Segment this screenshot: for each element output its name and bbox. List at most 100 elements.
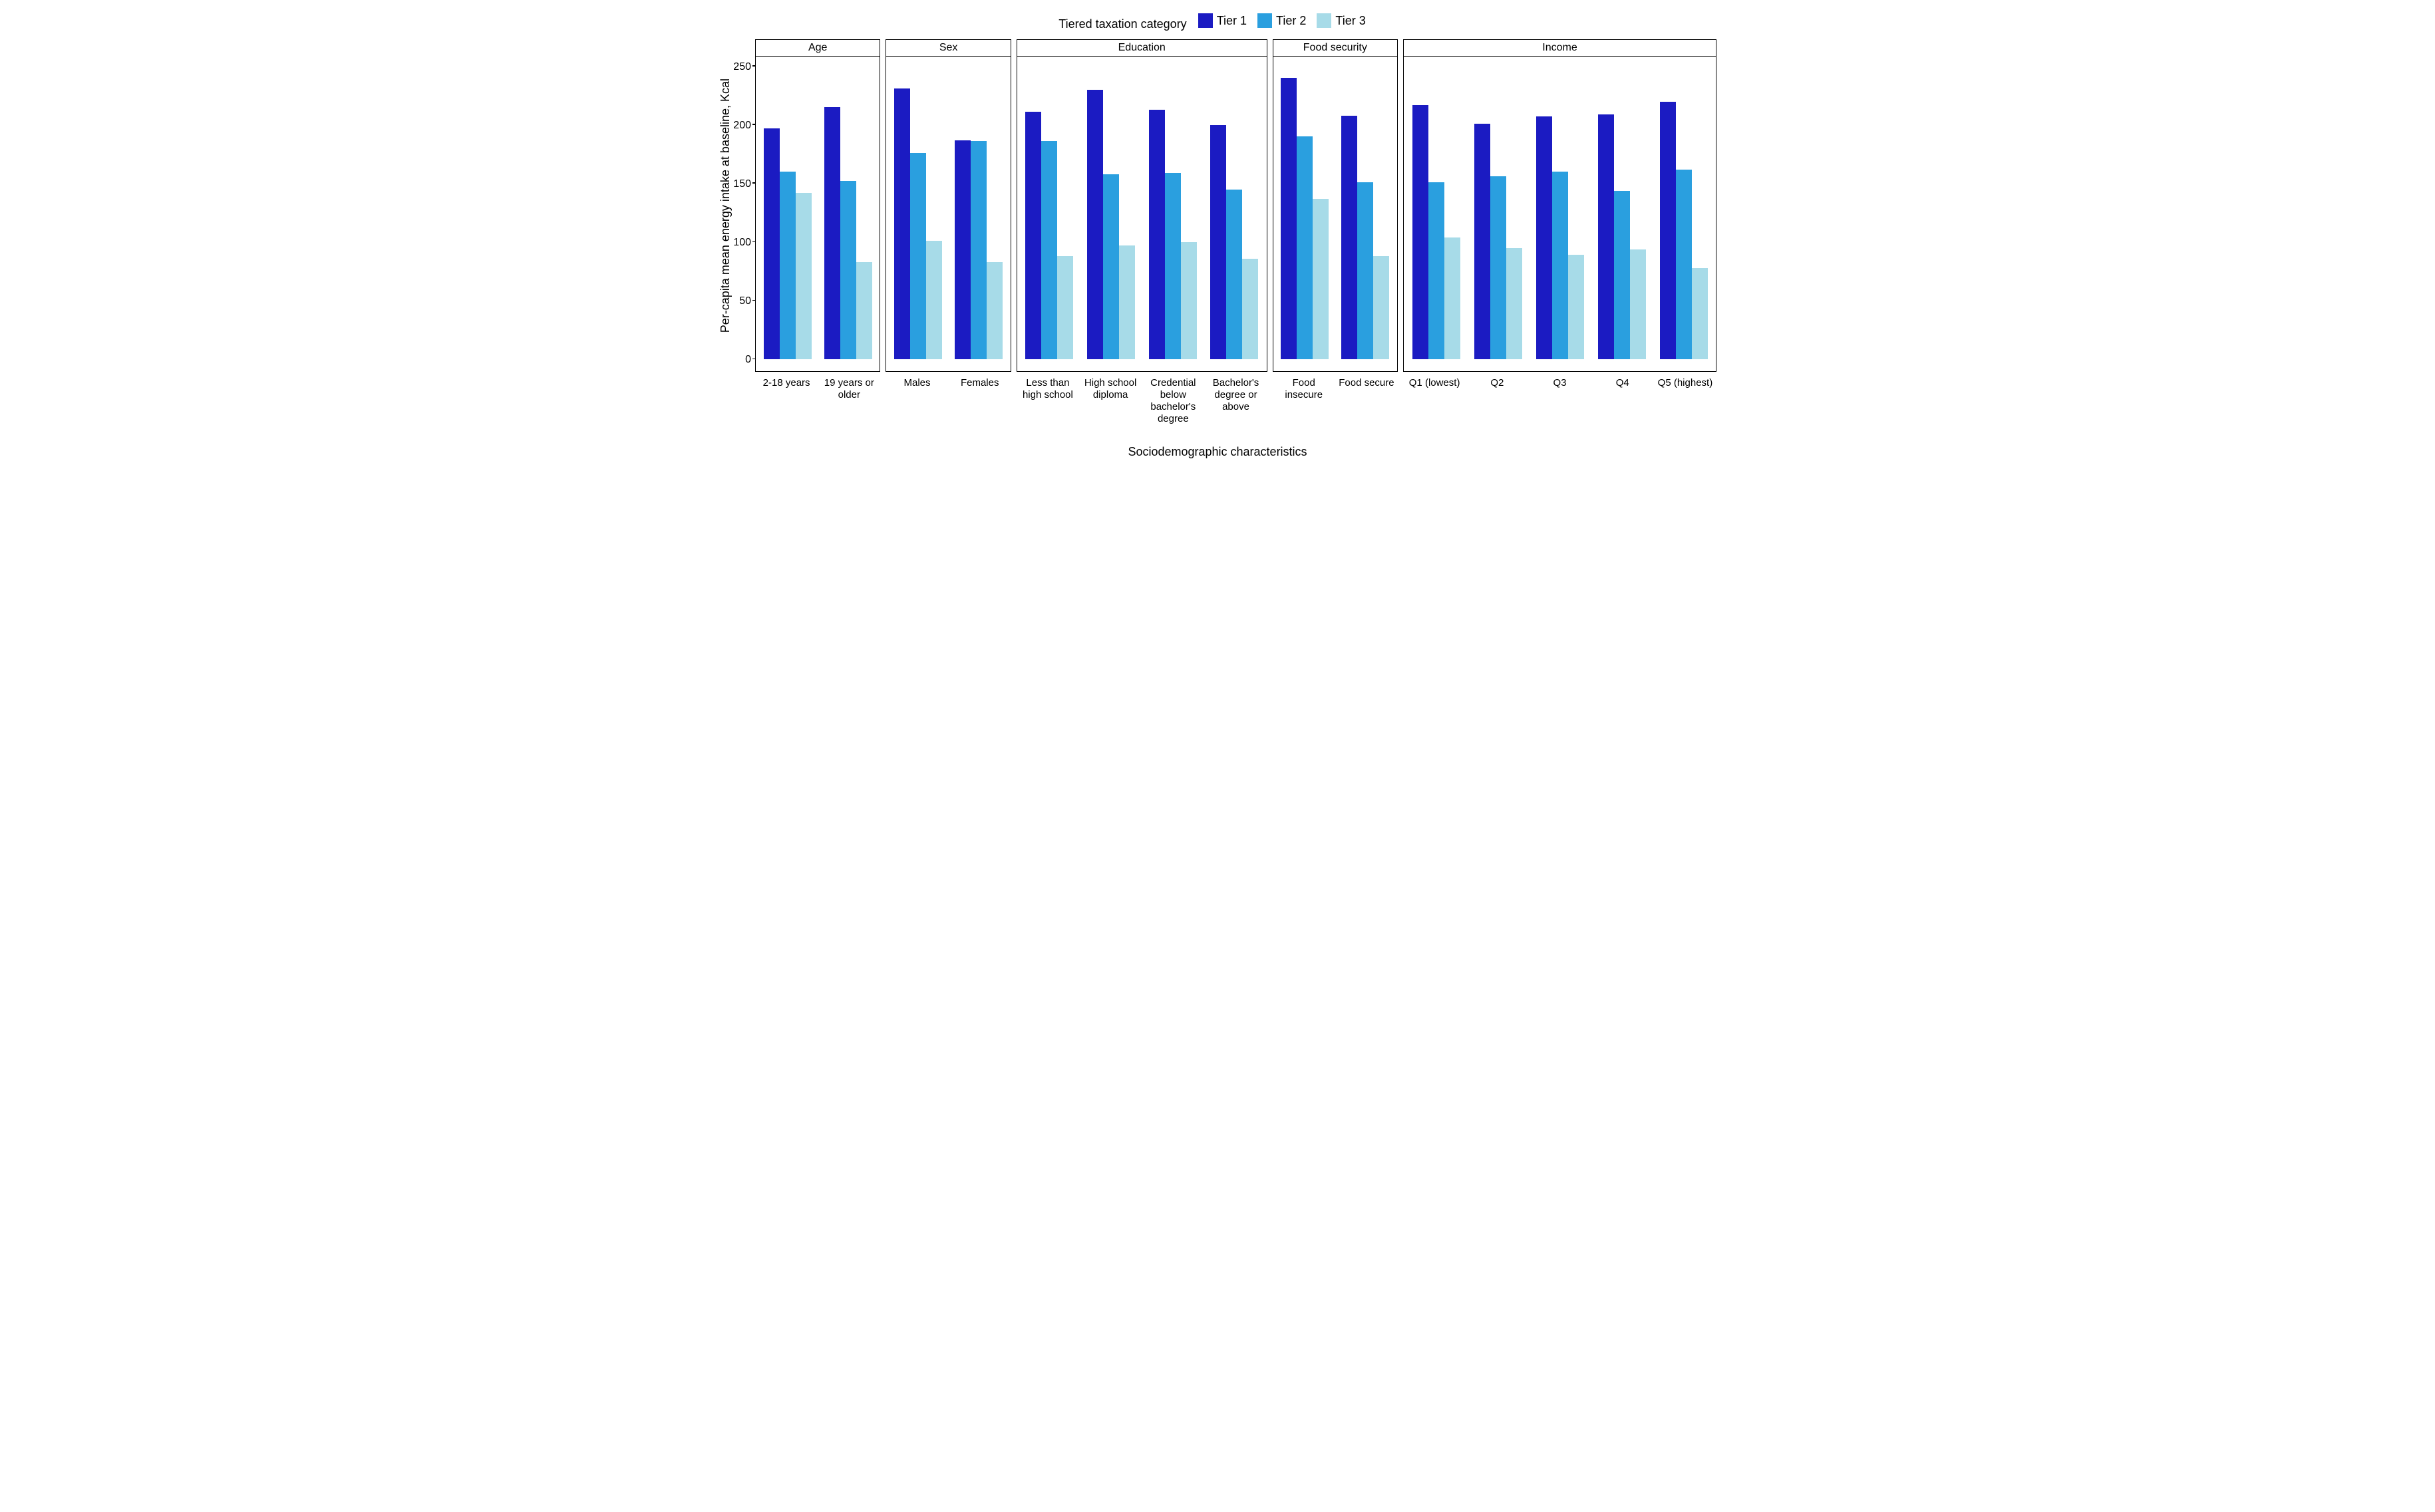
chart-container: Tiered taxation category Tier 1Tier 2Tie…: [719, 13, 1716, 459]
x-category-label: Bachelor's degree or above: [1204, 377, 1267, 425]
bar: [1598, 114, 1614, 359]
x-category-label: Less than high school: [1017, 377, 1079, 425]
x-labels-row: MalesFemales: [886, 377, 1011, 389]
bar: [796, 193, 812, 359]
y-axis: Per-capita mean energy intake at baselin…: [719, 39, 755, 372]
bar: [910, 153, 926, 359]
bar: [1281, 78, 1297, 359]
x-category-label: Q1 (lowest): [1403, 377, 1466, 389]
chart-panels: Age 2-18 years19 years or older Sex MalesFe…: [755, 39, 1716, 425]
bar: [987, 262, 1003, 359]
bar: [1568, 255, 1584, 359]
bar-group: [1080, 90, 1142, 371]
bar-group: [1142, 110, 1204, 371]
bar: [1660, 102, 1676, 360]
bar-group: [1204, 125, 1265, 371]
bar: [971, 141, 987, 359]
bar: [1226, 190, 1242, 360]
bar: [1242, 259, 1258, 360]
bar-group: [1653, 102, 1714, 371]
legend-swatch: [1198, 13, 1213, 28]
x-labels-row: Food insecureFood secure: [1273, 377, 1398, 401]
y-axis-label: Per-capita mean energy intake at baselin…: [719, 78, 732, 333]
panels-row: Per-capita mean energy intake at baselin…: [719, 39, 1716, 425]
legend-item-label: Tier 2: [1276, 14, 1306, 28]
x-category-label: Food insecure: [1273, 377, 1335, 401]
x-category-label: Q5 (highest): [1654, 377, 1716, 389]
bar: [1474, 124, 1490, 359]
bar: [840, 181, 856, 359]
bar: [1444, 237, 1460, 359]
bar: [1676, 170, 1692, 360]
bar: [1412, 105, 1428, 360]
y-tick-label: 50: [739, 295, 751, 307]
bars-area: [1404, 56, 1716, 371]
bar: [1057, 256, 1073, 359]
bar: [955, 140, 971, 360]
chart-panel: Age 2-18 years19 years or older: [755, 39, 880, 425]
bar: [1506, 248, 1522, 359]
legend: Tiered taxation category Tier 1Tier 2Tie…: [719, 13, 1716, 31]
legend-item-label: Tier 3: [1335, 14, 1365, 28]
bar-group: [757, 128, 818, 371]
x-category-label: Males: [886, 377, 948, 389]
bar-group: [949, 140, 1009, 371]
panel-plot: Income: [1403, 39, 1716, 372]
x-labels-row: Q1 (lowest)Q2Q3Q4Q5 (highest): [1403, 377, 1716, 389]
panel-title: Age: [756, 40, 880, 57]
bar: [1210, 125, 1226, 360]
bar: [856, 262, 872, 359]
x-category-label: Females: [949, 377, 1011, 389]
bar: [1297, 136, 1313, 359]
bar: [1165, 173, 1181, 359]
bar: [1041, 141, 1057, 359]
bars-area: [756, 56, 880, 371]
chart-panel: Income Q1 (lowest)Q2Q3Q4Q5 (highest): [1403, 39, 1716, 425]
bar: [1536, 116, 1552, 359]
x-labels-row: Less than high schoolHigh school diploma…: [1017, 377, 1267, 425]
x-category-label: Food secure: [1335, 377, 1398, 401]
bars-area: [886, 56, 1010, 371]
x-category-label: Q4: [1591, 377, 1654, 389]
x-axis-label: Sociodemographic characteristics: [719, 445, 1716, 459]
panel-plot: Age: [755, 39, 880, 372]
x-labels-row: 2-18 years19 years or older: [755, 377, 880, 401]
bar-group: [1467, 124, 1529, 371]
bar: [1373, 256, 1389, 359]
bar-group: [1591, 114, 1653, 371]
panel-title: Sex: [886, 40, 1010, 57]
y-axis-ticks: 0 50 100 150 200 250: [732, 39, 755, 372]
y-tick-label: 200: [733, 120, 751, 132]
bar: [764, 128, 780, 359]
chart-panel: EducationLess than high schoolHigh schoo…: [1017, 39, 1267, 425]
bar: [1490, 176, 1506, 359]
y-tick-label: 0: [745, 354, 751, 366]
y-tick-label: 100: [733, 237, 751, 249]
y-tick-label: 150: [733, 178, 751, 190]
chart-panel: Food securityFood insecureFood secure: [1273, 39, 1398, 425]
bar: [1630, 249, 1646, 360]
bar: [1692, 268, 1708, 360]
bar: [780, 172, 796, 359]
bar: [894, 88, 910, 359]
bar-group: [1529, 116, 1591, 371]
bars-area: [1273, 56, 1397, 371]
x-category-label: Q3: [1528, 377, 1591, 389]
bar-group: [818, 107, 878, 371]
bar: [1552, 172, 1568, 359]
x-category-label: 2-18 years: [755, 377, 818, 401]
legend-swatch: [1317, 13, 1331, 28]
chart-panel: Sex MalesFemales: [886, 39, 1011, 425]
bar: [1181, 242, 1197, 359]
x-category-label: Q2: [1466, 377, 1528, 389]
bar: [1119, 245, 1135, 359]
bar: [1025, 112, 1041, 359]
legend-item: Tier 2: [1257, 13, 1306, 28]
bar: [1614, 191, 1630, 360]
legend-item: Tier 3: [1317, 13, 1365, 28]
bar-group: [1019, 112, 1080, 371]
legend-title: Tiered taxation category: [1058, 17, 1186, 31]
bar: [1149, 110, 1165, 360]
y-tick-label: 250: [733, 61, 751, 73]
bar: [824, 107, 840, 359]
